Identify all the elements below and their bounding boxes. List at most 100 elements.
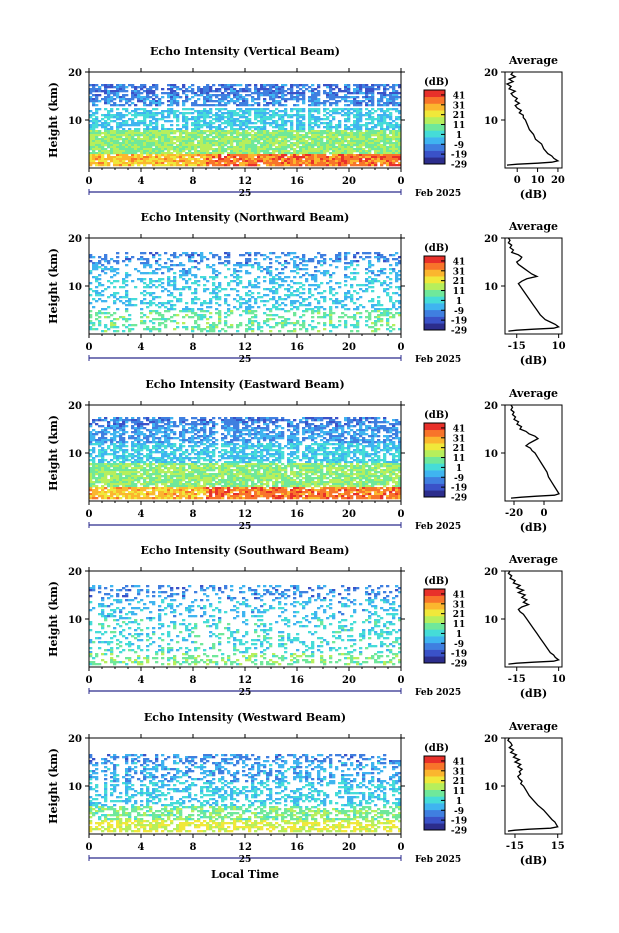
heatmap-cell	[266, 118, 269, 120]
heatmap-cell	[344, 100, 347, 102]
heatmap-cell	[272, 144, 275, 146]
heatmap-cell	[101, 433, 104, 435]
heatmap-cell	[107, 447, 110, 449]
heatmap-cell	[107, 439, 110, 441]
heatmap-cell	[146, 130, 149, 132]
heatmap-cell	[269, 124, 272, 126]
heatmap-cell	[143, 98, 146, 100]
heatmap-cell	[173, 280, 176, 282]
heatmap-cell	[344, 308, 347, 310]
heatmap-cell	[266, 140, 269, 142]
heatmap-cell	[332, 148, 335, 150]
heatmap-cell	[233, 270, 236, 272]
heatmap-cell	[314, 156, 317, 158]
heatmap-cell	[158, 328, 161, 330]
heatmap-cell	[380, 150, 383, 152]
heatmap-cell	[392, 268, 395, 270]
heatmap-cell	[284, 324, 287, 326]
heatmap-cell	[383, 258, 386, 260]
heatmap-cell	[344, 138, 347, 140]
heatmap-cell	[245, 258, 248, 260]
heatmap-cell	[203, 96, 206, 98]
heatmap-cell	[365, 114, 368, 116]
heatmap-cell	[149, 310, 152, 312]
heatmap-cell	[248, 308, 251, 310]
heatmap-cell	[155, 102, 158, 104]
heatmap-cell	[182, 288, 185, 290]
heatmap-cell	[356, 130, 359, 132]
heatmap-cell	[371, 286, 374, 288]
heatmap-cell	[254, 122, 257, 124]
heatmap-cell	[263, 138, 266, 140]
heatmap-cell	[152, 284, 155, 286]
heatmap-cell	[374, 140, 377, 142]
heatmap-cell	[98, 162, 101, 164]
heatmap-cell	[110, 92, 113, 94]
heatmap-cell	[377, 84, 380, 86]
heatmap-cell	[149, 312, 152, 314]
heatmap-cell	[152, 92, 155, 94]
heatmap-cell	[311, 152, 314, 154]
heatmap-cell	[143, 298, 146, 300]
heatmap-cell	[167, 318, 170, 320]
heatmap-cell	[386, 164, 389, 166]
heatmap-cell	[155, 126, 158, 128]
heatmap-cell	[341, 312, 344, 314]
heatmap-cell	[293, 156, 296, 158]
heatmap-cell	[227, 122, 230, 124]
heatmap-cell	[227, 158, 230, 160]
heatmap-cell	[230, 144, 233, 146]
heatmap-cell	[98, 266, 101, 268]
heatmap-cell	[206, 310, 209, 312]
avg-y-tick-label: 10	[484, 282, 498, 293]
heatmap-cell	[98, 471, 101, 473]
heatmap-cell	[293, 264, 296, 266]
heatmap-cell	[374, 158, 377, 160]
heatmap-cell	[251, 104, 254, 106]
heatmap-cell	[245, 150, 248, 152]
heatmap-cell	[254, 320, 257, 322]
heatmap-cell	[113, 164, 116, 166]
heatmap-cell	[92, 268, 95, 270]
heatmap-cell	[329, 318, 332, 320]
heatmap-cell	[368, 312, 371, 314]
heatmap-cell	[287, 130, 290, 132]
heatmap-cell	[356, 164, 359, 166]
heatmap-cell	[107, 142, 110, 144]
heatmap-cell	[365, 122, 368, 124]
heatmap-cell	[299, 88, 302, 90]
heatmap-cell	[218, 140, 221, 142]
heatmap-cell	[347, 108, 350, 110]
heatmap-cell	[269, 132, 272, 134]
heatmap-cell	[281, 308, 284, 310]
heatmap-cell	[275, 124, 278, 126]
heatmap-cell	[152, 270, 155, 272]
heatmap-cell	[242, 128, 245, 130]
heatmap-cell	[215, 114, 218, 116]
heatmap-cell	[245, 98, 248, 100]
heatmap-cell	[149, 102, 152, 104]
heatmap-cell	[167, 294, 170, 296]
heatmap-cell	[260, 128, 263, 130]
heatmap-cell	[392, 92, 395, 94]
heatmap-cell	[293, 98, 296, 100]
heatmap-cell	[170, 142, 173, 144]
heatmap-cell	[356, 138, 359, 140]
avg-x-label: (dB)	[520, 188, 547, 201]
heatmap-cell	[278, 256, 281, 258]
heatmap-cell	[302, 130, 305, 132]
heatmap-cell	[290, 162, 293, 164]
heatmap-cell	[155, 96, 158, 98]
heatmap-cell	[380, 284, 383, 286]
heatmap-cell	[332, 288, 335, 290]
heatmap-cell	[257, 108, 260, 110]
heatmap-cell	[371, 270, 374, 272]
heatmap-cell	[308, 284, 311, 286]
heatmap-cell	[107, 262, 110, 264]
heatmap-cell	[281, 154, 284, 156]
heatmap-cell	[311, 154, 314, 156]
heatmap-cell	[230, 136, 233, 138]
heatmap-cell	[269, 156, 272, 158]
heatmap-cell	[248, 158, 251, 160]
heatmap-cell	[389, 316, 392, 318]
